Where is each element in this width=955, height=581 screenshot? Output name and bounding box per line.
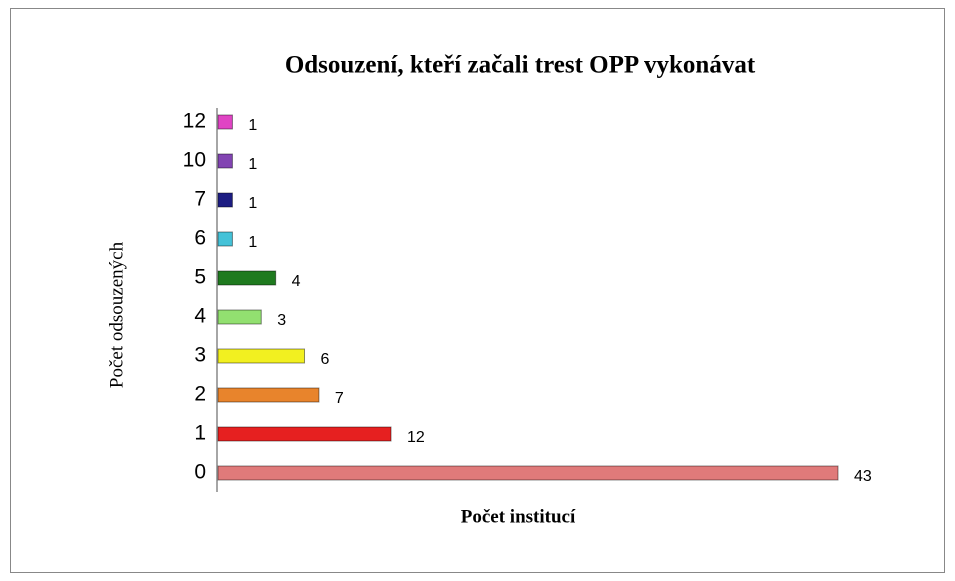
bar bbox=[217, 465, 839, 481]
bar bbox=[217, 309, 262, 325]
y-tick-label: 2 bbox=[194, 383, 206, 406]
y-tick-label: 6 bbox=[194, 227, 206, 250]
data-label: 1 bbox=[248, 117, 257, 134]
y-tick-label: 1 bbox=[194, 422, 206, 445]
y-tick-label: 4 bbox=[194, 305, 206, 328]
y-tick-label: 10 bbox=[183, 149, 206, 172]
data-label: 7 bbox=[335, 390, 344, 407]
bar bbox=[217, 270, 277, 286]
data-label: 1 bbox=[248, 156, 257, 173]
bar bbox=[217, 153, 233, 169]
bar bbox=[217, 231, 233, 247]
chart-title: Odsouzení, kteří začali trest OPP vykoná… bbox=[285, 52, 756, 79]
y-axis-label: Počet odsouzených bbox=[106, 241, 127, 388]
bar bbox=[217, 387, 320, 403]
bar bbox=[217, 348, 306, 364]
y-tick-label: 3 bbox=[194, 344, 206, 367]
bar bbox=[217, 426, 392, 442]
y-tick-label: 7 bbox=[194, 188, 206, 211]
data-label: 6 bbox=[321, 351, 330, 368]
y-tick-label: 0 bbox=[194, 461, 206, 484]
bar bbox=[217, 114, 233, 130]
x-axis-label: Počet institucí bbox=[461, 506, 576, 527]
y-tick-label: 5 bbox=[194, 266, 206, 289]
data-label: 4 bbox=[292, 273, 301, 290]
chart-frame bbox=[10, 8, 945, 573]
y-tick-label: 12 bbox=[183, 110, 206, 133]
data-label: 1 bbox=[248, 195, 257, 212]
data-label: 12 bbox=[407, 429, 425, 446]
data-label: 1 bbox=[248, 234, 257, 251]
bar bbox=[217, 192, 233, 208]
data-label: 3 bbox=[277, 312, 286, 329]
data-label: 43 bbox=[854, 468, 872, 485]
